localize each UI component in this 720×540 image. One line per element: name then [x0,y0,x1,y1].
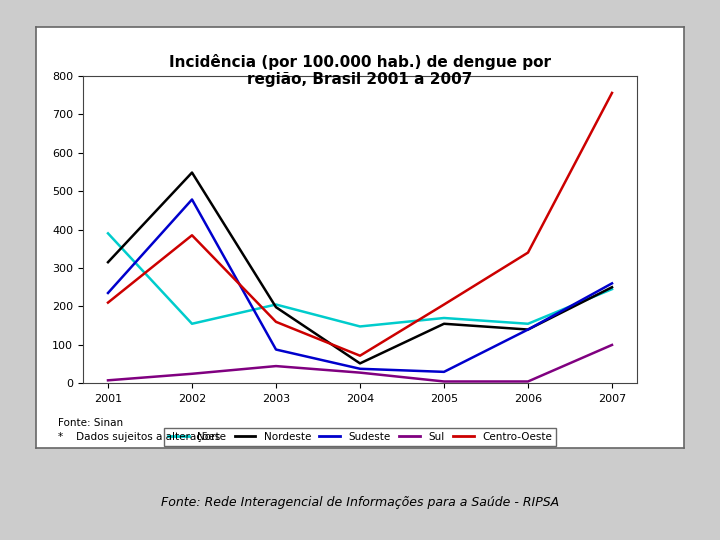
Nordeste [271,304,280,310]
Nordeste [523,326,532,333]
Norte [271,301,280,308]
Centro-Oeste [356,353,364,359]
Nordeste [104,259,112,266]
Line: Centro-Oeste: Centro-Oeste [108,93,612,356]
Text: Fonte: Rede Interagencial de Informações para a Saúde - RIPSA: Fonte: Rede Interagencial de Informações… [161,496,559,509]
Line: Sul: Sul [108,345,612,381]
Sudeste [523,326,532,333]
Sul [356,369,364,376]
Sudeste [356,366,364,372]
Centro-Oeste [608,90,616,96]
Sudeste [188,196,197,202]
Centro-Oeste [440,301,449,308]
Sudeste [608,280,616,287]
Norte [440,315,449,321]
Text: *    Dados sujeitos a alterações: * Dados sujeitos a alterações [58,432,220,442]
Centro-Oeste [271,319,280,325]
Line: Nordeste: Nordeste [108,173,612,363]
Centro-Oeste [523,249,532,256]
Norte [523,321,532,327]
Sul [608,342,616,348]
Norte [608,286,616,292]
Text: Fonte: Sinan: Fonte: Sinan [58,418,122,429]
Sul [523,378,532,384]
Nordeste [356,360,364,367]
Norte [356,323,364,330]
Nordeste [188,170,197,176]
Norte [104,230,112,237]
Centro-Oeste [104,299,112,306]
Sul [271,363,280,369]
Legend: Norte, Nordeste, Sudeste, Sul, Centro-Oeste: Norte, Nordeste, Sudeste, Sul, Centro-Oe… [164,428,556,446]
Sul [188,370,197,377]
Line: Norte: Norte [108,233,612,327]
Sudeste [440,369,449,375]
Sudeste [271,346,280,353]
Line: Sudeste: Sudeste [108,199,612,372]
Text: Incidência (por 100.000 hab.) de dengue por
região, Brasil 2001 a 2007: Incidência (por 100.000 hab.) de dengue … [169,54,551,87]
Norte [188,321,197,327]
Centro-Oeste [188,232,197,239]
Sul [104,377,112,383]
Sul [440,378,449,384]
Sudeste [104,290,112,296]
Nordeste [440,321,449,327]
Nordeste [608,284,616,291]
